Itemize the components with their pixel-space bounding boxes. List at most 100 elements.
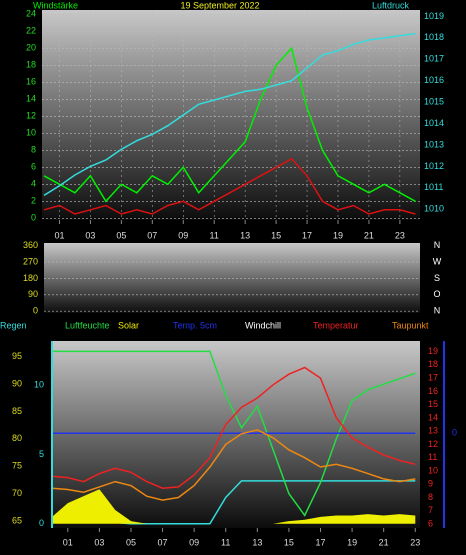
legend-label: Temp. 5cm: [173, 320, 217, 330]
y-tick-label: 0: [33, 306, 38, 316]
y-tick-label: 80: [12, 433, 22, 443]
y3-tick-label: 10: [34, 380, 44, 390]
y-tick-label: 360: [23, 240, 38, 250]
y2-tick-label: 12: [428, 439, 438, 449]
y-tick-label: 75: [12, 461, 22, 471]
y2-tick-label: 1014: [424, 118, 444, 128]
chart-title: 19 September 2022: [180, 0, 259, 10]
y-tick-label: 18: [26, 60, 36, 70]
y2-tick-label: 1016: [424, 75, 444, 85]
y2-tick-label: N: [434, 240, 441, 250]
x-tick-label: 17: [315, 537, 325, 547]
x-tick-label: 21: [364, 230, 374, 240]
legend-label: Windstärke: [33, 0, 78, 10]
y2-tick-label: 7: [428, 505, 433, 515]
x-tick-label: 13: [240, 230, 250, 240]
y3-tick-label: 5: [39, 449, 44, 459]
y2-tick-label: 1010: [424, 204, 444, 214]
x-tick-label: 13: [252, 537, 262, 547]
y2-tick-label: N: [434, 306, 441, 316]
y-tick-label: 8: [31, 145, 36, 155]
x-tick-label: 15: [284, 537, 294, 547]
y2-tick-label: S: [434, 273, 440, 283]
y2-tick-label: 1012: [424, 161, 444, 171]
y-tick-label: 65: [12, 515, 22, 525]
plot-background: [52, 341, 420, 528]
y2-tick-label: 1019: [424, 11, 444, 21]
x-tick-label: 11: [221, 537, 230, 547]
legend-label: Solar: [118, 320, 139, 330]
series-line: [43, 46, 416, 203]
legend-label: Temperatur: [313, 320, 359, 330]
x-tick-label: 01: [54, 230, 64, 240]
y2-tick-label: 18: [428, 359, 438, 369]
y-tick-label: 14: [26, 94, 36, 104]
y-tick-label: 95: [12, 351, 22, 361]
legend-label: Luftfeuchte: [65, 320, 110, 330]
x-tick-label: 07: [158, 537, 168, 547]
x-tick-label: 05: [126, 537, 136, 547]
y2-tick-label: 1018: [424, 32, 444, 42]
y-tick-label: 22: [26, 26, 36, 36]
y2-tick-label: 1017: [424, 54, 444, 64]
y2-tick-label: 10: [428, 465, 438, 475]
x-tick-label: 09: [178, 230, 188, 240]
plot-background: [42, 10, 420, 220]
x-tick-label: 19: [347, 537, 357, 547]
x-tick-label: 11: [210, 230, 219, 240]
x-tick-label: 05: [116, 230, 126, 240]
y-tick-label: 2: [31, 196, 36, 206]
x-tick-label: 01: [63, 537, 73, 547]
y-tick-label: 24: [26, 9, 36, 19]
x-tick-label: 23: [395, 230, 405, 240]
y2-tick-label: 8: [428, 492, 433, 502]
plot-background: [44, 243, 420, 313]
y2-tick-label: O: [433, 289, 440, 299]
y-tick-label: 4: [31, 179, 36, 189]
x-tick-label: 19: [333, 230, 343, 240]
series-line: [52, 350, 416, 517]
x-tick-label: 23: [410, 537, 420, 547]
y2-tick-label: 1013: [424, 139, 444, 149]
x-tick-label: 03: [85, 230, 95, 240]
y-tick-label: 70: [12, 488, 22, 498]
y-tick-label: 20: [26, 43, 36, 53]
legend-label: Taupunkt: [392, 320, 429, 330]
legend-label: Regen: [0, 320, 27, 330]
y2-tick-label: 17: [428, 373, 438, 383]
y2-tick-label: 15: [428, 399, 438, 409]
y2-tick-label: 6: [428, 518, 433, 528]
y-tick-label: 85: [12, 406, 22, 416]
series-line: [52, 366, 416, 489]
y2-tick-label: W: [433, 256, 442, 266]
y-tick-label: 270: [23, 256, 38, 266]
plot-area: [52, 350, 416, 525]
series-line: [52, 429, 416, 501]
y2-tick-label: 19: [428, 346, 438, 356]
y4-tick-label: 0: [452, 428, 457, 438]
y2-tick-label: 1015: [424, 97, 444, 107]
y2-tick-label: 13: [428, 426, 438, 436]
y-tick-label: 180: [23, 273, 38, 283]
x-tick-label: 09: [189, 537, 199, 547]
x-tick-label: 21: [379, 537, 389, 547]
y-tick-label: 90: [28, 289, 38, 299]
y-tick-label: 16: [26, 77, 36, 87]
y2-tick-label: 1011: [424, 182, 443, 192]
y-tick-label: 90: [12, 379, 22, 389]
y-tick-label: 10: [26, 128, 36, 138]
y2-tick-label: 16: [428, 386, 438, 396]
series-line: [43, 157, 416, 215]
y3-tick-label: 0: [39, 518, 44, 528]
series-area: [52, 489, 416, 524]
y2-tick-label: 11: [428, 452, 437, 462]
x-tick-label: 07: [147, 230, 157, 240]
legend-label: Luftdruck: [372, 0, 410, 10]
y2-tick-label: 14: [428, 412, 438, 422]
x-tick-label: 03: [94, 537, 104, 547]
y-tick-label: 6: [31, 162, 36, 172]
x-tick-label: 17: [302, 230, 312, 240]
x-tick-label: 15: [271, 230, 281, 240]
y-tick-label: 0: [31, 213, 36, 223]
